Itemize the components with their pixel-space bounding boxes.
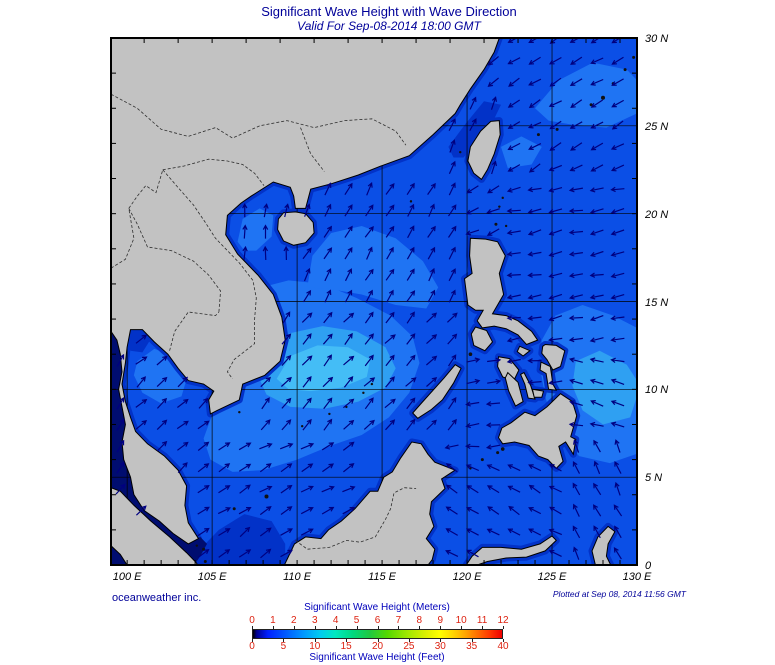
legend-feet-tick-25: 25 bbox=[403, 641, 415, 652]
legend-feet-tick-30: 30 bbox=[434, 641, 446, 652]
legend-feet-tickmark bbox=[314, 639, 316, 642]
lon-label-125: 125 E bbox=[537, 571, 567, 583]
legend-meter-tickmark bbox=[356, 626, 358, 629]
land-negros bbox=[504, 371, 524, 407]
legend-feet-tickmark bbox=[283, 639, 285, 642]
legend-meter-tickmark bbox=[293, 626, 295, 629]
legend-feet-tick-35: 35 bbox=[466, 641, 478, 652]
legend-feet-tickmark bbox=[377, 639, 379, 642]
land-taiwan bbox=[467, 120, 501, 181]
legend-meter-tickmark bbox=[461, 626, 463, 629]
lat-label-0: 0 bbox=[645, 560, 652, 572]
legend-feet-tickmark bbox=[440, 639, 442, 642]
edge-tick-marks bbox=[111, 38, 637, 565]
land-cebu bbox=[519, 371, 536, 400]
legend-title-meters: Significant Wave Height (Meters) bbox=[304, 602, 450, 613]
land-masbate bbox=[516, 345, 531, 357]
land-mindoro bbox=[470, 326, 494, 352]
credit-oceanweather: oceanweather inc. bbox=[112, 592, 202, 604]
legend-meter-tickmark bbox=[252, 626, 253, 629]
legend-meter-tick-6: 6 bbox=[374, 615, 381, 626]
dark-water-zones bbox=[111, 101, 501, 565]
land-bohol bbox=[531, 388, 545, 398]
legend-meter-tick-5: 5 bbox=[353, 615, 360, 626]
legend-meter-tick-3: 3 bbox=[311, 615, 318, 626]
legend-meter-tickmark bbox=[335, 626, 337, 629]
legend-meter-tick-2: 2 bbox=[291, 615, 297, 626]
lon-label-100: 100 E bbox=[112, 571, 142, 583]
land-hainan bbox=[277, 211, 315, 246]
legend-meter-tickmark bbox=[398, 626, 400, 629]
land-mindanao bbox=[497, 393, 578, 470]
legend-meter-tick-10: 10 bbox=[455, 615, 467, 626]
lon-label-115: 115 E bbox=[368, 571, 397, 583]
legend-meter-tickmark bbox=[482, 626, 484, 629]
legend-meter-tick-9: 9 bbox=[437, 615, 444, 626]
land-palawan bbox=[412, 364, 462, 419]
land-mainland-asia bbox=[111, 38, 500, 545]
land-masses bbox=[111, 38, 616, 565]
legend-meter-tick-0: 0 bbox=[249, 615, 255, 626]
small-islands bbox=[195, 55, 636, 563]
legend-feet-tick-20: 20 bbox=[371, 641, 384, 652]
lat-label-30: 30 N bbox=[645, 33, 669, 45]
legend-title-feet: Significant Wave Height (Feet) bbox=[309, 652, 445, 663]
lon-label-120: 120 E bbox=[452, 571, 482, 583]
wave-direction-arrows bbox=[115, 38, 625, 560]
legend-meter-tick-1: 1 bbox=[270, 615, 276, 626]
legend-meter-tickmark bbox=[272, 626, 274, 629]
land-luzon bbox=[463, 237, 539, 346]
lat-label-25: 25 N bbox=[645, 120, 669, 133]
legend-feet-tick-0: 0 bbox=[249, 641, 255, 652]
land-borneo bbox=[283, 441, 457, 565]
legend-meter-tick-8: 8 bbox=[416, 615, 423, 626]
land-halmahera bbox=[591, 525, 616, 565]
legend-meter-tick-4: 4 bbox=[332, 615, 339, 626]
legend-feet-tickmark bbox=[252, 639, 253, 642]
lat-label-5: 5 N bbox=[645, 472, 663, 485]
legend-feet-tickmark bbox=[503, 639, 504, 642]
map-frame bbox=[110, 37, 638, 566]
land-sumatra bbox=[111, 487, 199, 565]
legend-meter-tickmark bbox=[377, 626, 379, 629]
legend-meter-tick-12: 12 bbox=[497, 615, 509, 626]
political-borders bbox=[111, 93, 417, 550]
map-layers bbox=[111, 38, 637, 565]
lat-label-15: 15 N bbox=[645, 296, 669, 309]
lon-label-110: 110 E bbox=[283, 571, 312, 583]
legend-meter-tickmark bbox=[503, 626, 504, 629]
lon-label-130: 130 E bbox=[622, 571, 652, 583]
legend-feet-tickmark bbox=[408, 639, 410, 642]
lon-label-105: 105 E bbox=[197, 571, 227, 583]
legend-feet-tick-15: 15 bbox=[340, 641, 352, 652]
legend-feet-tickmark bbox=[471, 639, 473, 642]
lat-label-10: 10 N bbox=[645, 384, 669, 397]
legend-meter-tickmark bbox=[314, 626, 316, 629]
legend-feet-tick-5: 5 bbox=[280, 641, 287, 652]
legend-feet-tick-40: 40 bbox=[497, 641, 509, 652]
page-subtitle: Valid For Sep-08-2014 18:00 GMT bbox=[297, 19, 481, 33]
land-sulawesi bbox=[465, 535, 558, 565]
credit-plotted-at: Plotted at Sep 08, 2014 11:56 GMT bbox=[552, 589, 686, 599]
lat-label-20: 20 N bbox=[645, 208, 669, 221]
legend-feet-tick-10: 10 bbox=[309, 641, 321, 652]
legend-meter-tick-11: 11 bbox=[476, 615, 488, 626]
legend-meter-tickmark bbox=[440, 626, 442, 629]
legend-color-bar bbox=[252, 629, 503, 639]
legend-meter-tick-7: 7 bbox=[395, 615, 402, 626]
legend-meter-tickmark bbox=[419, 626, 421, 629]
page-title: Significant Wave Height with Wave Direct… bbox=[261, 4, 517, 19]
legend-feet-tickmark bbox=[346, 639, 348, 642]
land-samar bbox=[541, 343, 566, 371]
